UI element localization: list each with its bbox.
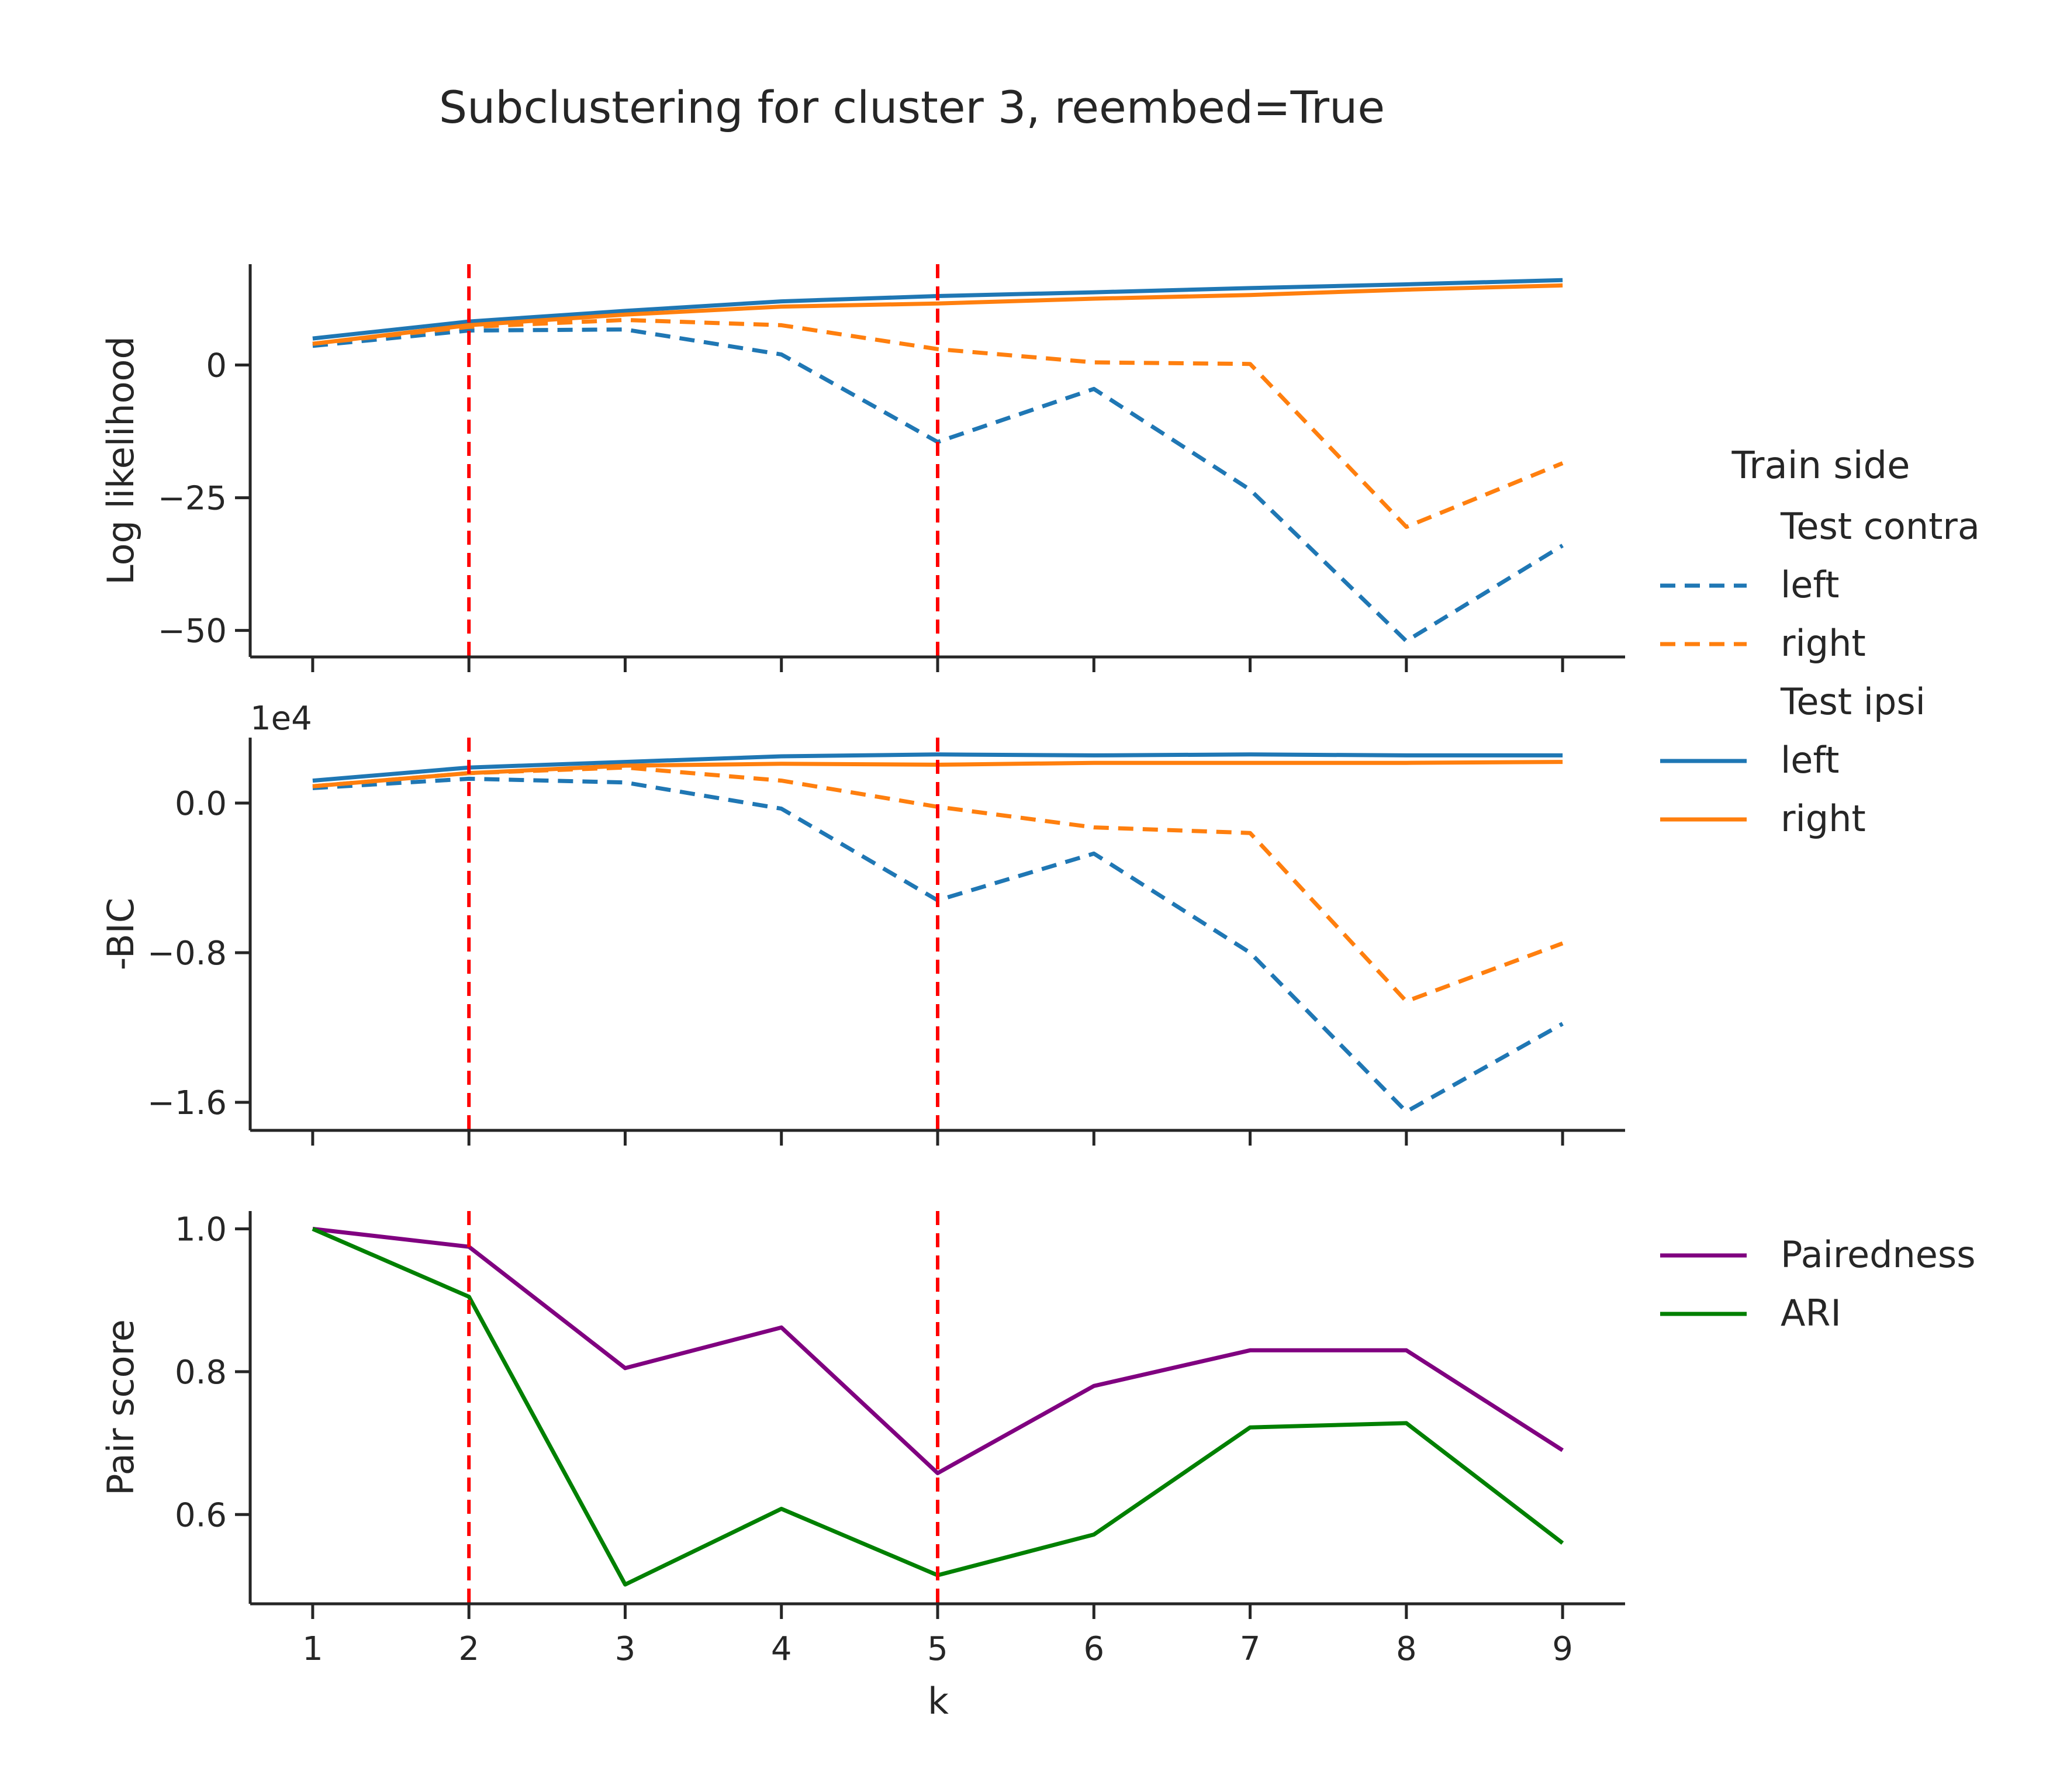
x-tick-label: 1 [302, 1630, 323, 1668]
panels: 0 −25 −50 Log likelihood 0.0 −0.8 −1.6 1e4 -BIC 1… [99, 264, 1625, 1668]
panel-1: 0 −25 −50 Log likelihood [99, 264, 1625, 672]
chart-title: Subclustering for cluster 3, reembed=Tru… [439, 81, 1385, 133]
series-line-test-ipsi-left [312, 752, 1563, 783]
legend-group-header: Test ipsi [1780, 680, 1926, 723]
legend-entry-label: Pairedness [1781, 1233, 1976, 1276]
legends: Train side Test contra left right Test ipsi l… [1660, 444, 1980, 1334]
y-axis-label: Log likelihood [99, 336, 142, 585]
legend-entry-label: right [1781, 797, 1866, 840]
legend-entry-label: left [1781, 563, 1839, 606]
y-tick-label: −25 [158, 480, 227, 518]
legend-entry-label: ARI [1781, 1292, 1841, 1334]
legend-2: Pairedness ARI [1660, 1233, 1976, 1334]
y-tick-label: −0.8 [147, 935, 227, 973]
series-line-pairedness [312, 1227, 1564, 1475]
panel-3: 1.0 0.8 0.6 1 2 3 4 5 6 7 8 9 Pair score [99, 1211, 1625, 1668]
y-axis-label: Pair score [99, 1319, 142, 1496]
x-tick-label: 8 [1396, 1630, 1417, 1668]
series-line-test-contra-right [312, 317, 1564, 529]
x-tick-label: 4 [771, 1630, 792, 1668]
x-tick-label: 3 [615, 1630, 636, 1668]
panel-2: 0.0 −0.8 −1.6 1e4 -BIC [99, 700, 1625, 1146]
legend-entry-label: right [1781, 622, 1866, 665]
y-offset-text: 1e4 [250, 700, 312, 738]
y-axis-label: -BIC [99, 898, 142, 970]
x-tick-label: 9 [1552, 1630, 1573, 1668]
x-tick-label: 6 [1083, 1630, 1104, 1668]
y-tick-label: 0.0 [175, 785, 227, 823]
x-tick-label: 2 [458, 1630, 479, 1668]
legend-group-header: Test contra [1780, 505, 1980, 548]
y-tick-label: −50 [158, 613, 227, 651]
x-tick-label: 5 [927, 1630, 948, 1668]
y-tick-label: 0 [206, 347, 227, 385]
y-tick-label: 0.6 [175, 1496, 227, 1534]
legend-title: Train side [1731, 444, 1910, 487]
x-axis-label: k [928, 1680, 949, 1722]
y-tick-label: 1.0 [175, 1211, 227, 1249]
legend-1: Train side Test contra left right Test ipsi l… [1660, 444, 1980, 840]
series-line-test-ipsi-right [312, 283, 1563, 346]
x-tick-label: 7 [1240, 1630, 1261, 1668]
y-tick-label: −1.6 [147, 1084, 227, 1122]
y-tick-label: 0.8 [175, 1354, 227, 1392]
legend-entry-label: left [1781, 739, 1839, 781]
